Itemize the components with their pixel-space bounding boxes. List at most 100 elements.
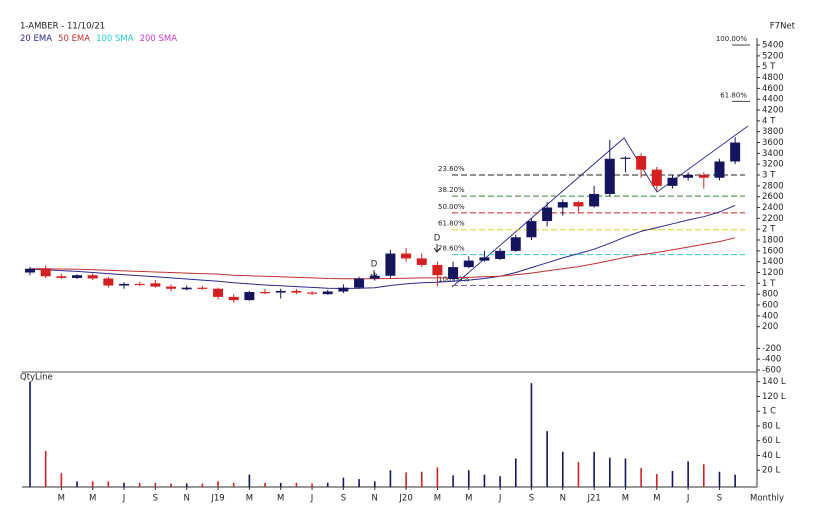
candle-body xyxy=(526,221,537,238)
candle-body xyxy=(25,268,35,273)
candle-body xyxy=(72,275,83,278)
volume-tick-label: 60 L xyxy=(762,436,781,446)
y-tick-label: 4800 xyxy=(762,73,784,83)
x-tick-label: N xyxy=(184,494,190,504)
candle-body xyxy=(275,290,286,293)
fib-label: 78.60% xyxy=(438,245,465,253)
x-tick-label: N xyxy=(560,494,566,504)
candle-body xyxy=(479,257,490,261)
candle-body xyxy=(604,158,615,194)
y-tick-label: 3600 xyxy=(762,138,784,148)
candle-body xyxy=(181,287,192,290)
y-tick-label: 1 T xyxy=(762,279,776,289)
candle-body xyxy=(197,287,208,289)
candle-body xyxy=(228,296,239,301)
candle-body xyxy=(150,283,161,287)
y-tick-label: 2800 xyxy=(762,181,784,191)
y-tick-label: 2600 xyxy=(762,192,784,202)
y-tick-label: 4600 xyxy=(762,84,784,94)
volume-tick-label: 40 L xyxy=(762,451,781,461)
indicator-line xyxy=(29,204,736,290)
candle-body xyxy=(322,291,333,295)
x-tick-label: M xyxy=(434,494,441,504)
y-tick-label: -600 xyxy=(762,366,781,376)
volume-label: QtyLine xyxy=(20,373,53,383)
candle-body xyxy=(463,260,474,268)
candle-body xyxy=(698,175,709,178)
y-tick-label: 5 T xyxy=(762,62,776,72)
candle-body xyxy=(166,286,177,289)
candle-body xyxy=(510,237,521,251)
candle-body xyxy=(87,275,98,279)
y-tick-label: 1400 xyxy=(762,257,784,267)
candle-body xyxy=(495,250,506,259)
candle-body xyxy=(134,283,145,286)
candle-body xyxy=(354,278,365,288)
candle-body xyxy=(448,267,459,280)
legend-entry: 100 SMA xyxy=(96,34,134,44)
volume-tick-label: 120 L xyxy=(762,392,786,402)
x-tick-label: M xyxy=(246,494,253,504)
indicator-line xyxy=(30,237,736,280)
y-tick-label: 400 xyxy=(762,311,778,321)
x-tick-label: M xyxy=(89,494,96,504)
y-tick-label: -400 xyxy=(762,355,781,365)
fib-label: 61.80% xyxy=(438,220,465,228)
candle-body xyxy=(683,175,694,178)
fib-extension-label: 61.80% xyxy=(720,91,747,99)
legend: 20 EMA 50 EMA 100 SMA 200 SMA xyxy=(20,34,177,44)
fib-label: 23.60% xyxy=(438,165,465,173)
y-tick-label: 2200 xyxy=(762,214,784,224)
x-tick-label: M xyxy=(622,494,629,504)
fib-label: 50.00% xyxy=(438,203,465,211)
candle-body xyxy=(573,202,584,207)
x-tick-label: M xyxy=(277,494,284,504)
candle-body xyxy=(213,288,224,297)
candle-body xyxy=(401,253,412,259)
legend-entry: 200 SMA xyxy=(140,34,178,44)
candle-body xyxy=(291,290,302,293)
y-tick-label: 3800 xyxy=(762,127,784,137)
y-tick-label: 2400 xyxy=(762,203,784,213)
y-tick-label: 5400 xyxy=(762,41,784,51)
candle-body xyxy=(244,292,255,301)
x-tick-label: S xyxy=(529,494,534,504)
x-tick-label: N xyxy=(372,494,378,504)
candle-body xyxy=(56,276,67,278)
volume-tick-label: 80 L xyxy=(762,421,781,431)
x-tick-label: J21 xyxy=(586,494,600,504)
x-tick-label: S xyxy=(717,494,722,504)
candle-body xyxy=(620,157,631,159)
annotation: D xyxy=(434,234,441,244)
candle-body xyxy=(557,202,568,208)
candle-body xyxy=(667,177,678,186)
y-tick-label: 5200 xyxy=(762,51,784,61)
y-tick-label: 800 xyxy=(762,290,778,300)
y-tick-label: 1600 xyxy=(762,246,784,256)
candle-body xyxy=(714,161,725,178)
x-tick-label: J xyxy=(122,494,126,504)
candle-body xyxy=(307,292,318,294)
chart-title: 1-AMBER - 11/10/21 xyxy=(20,22,105,32)
y-tick-label: 4 T xyxy=(762,116,776,126)
candle-body xyxy=(651,169,662,186)
candle-body xyxy=(416,258,427,265)
period-label: Monthly xyxy=(750,494,784,504)
candle-body xyxy=(103,278,114,286)
y-tick-label: 1200 xyxy=(762,268,784,278)
y-tick-label: 2 T xyxy=(762,225,776,235)
x-tick-label: M xyxy=(653,494,660,504)
y-tick-label: 4200 xyxy=(762,106,784,116)
y-tick-label: 3 T xyxy=(762,171,776,181)
y-tick-label: 1800 xyxy=(762,236,784,246)
candle-body xyxy=(432,264,443,276)
x-tick-label: M xyxy=(58,494,65,504)
candle-body xyxy=(260,292,271,294)
x-tick-label: J20 xyxy=(398,494,412,504)
source: F7Net xyxy=(770,22,796,32)
volume-tick-label: 1 C xyxy=(762,407,776,417)
x-tick-label: J xyxy=(498,494,502,504)
legend-entry: 20 EMA xyxy=(20,34,52,44)
